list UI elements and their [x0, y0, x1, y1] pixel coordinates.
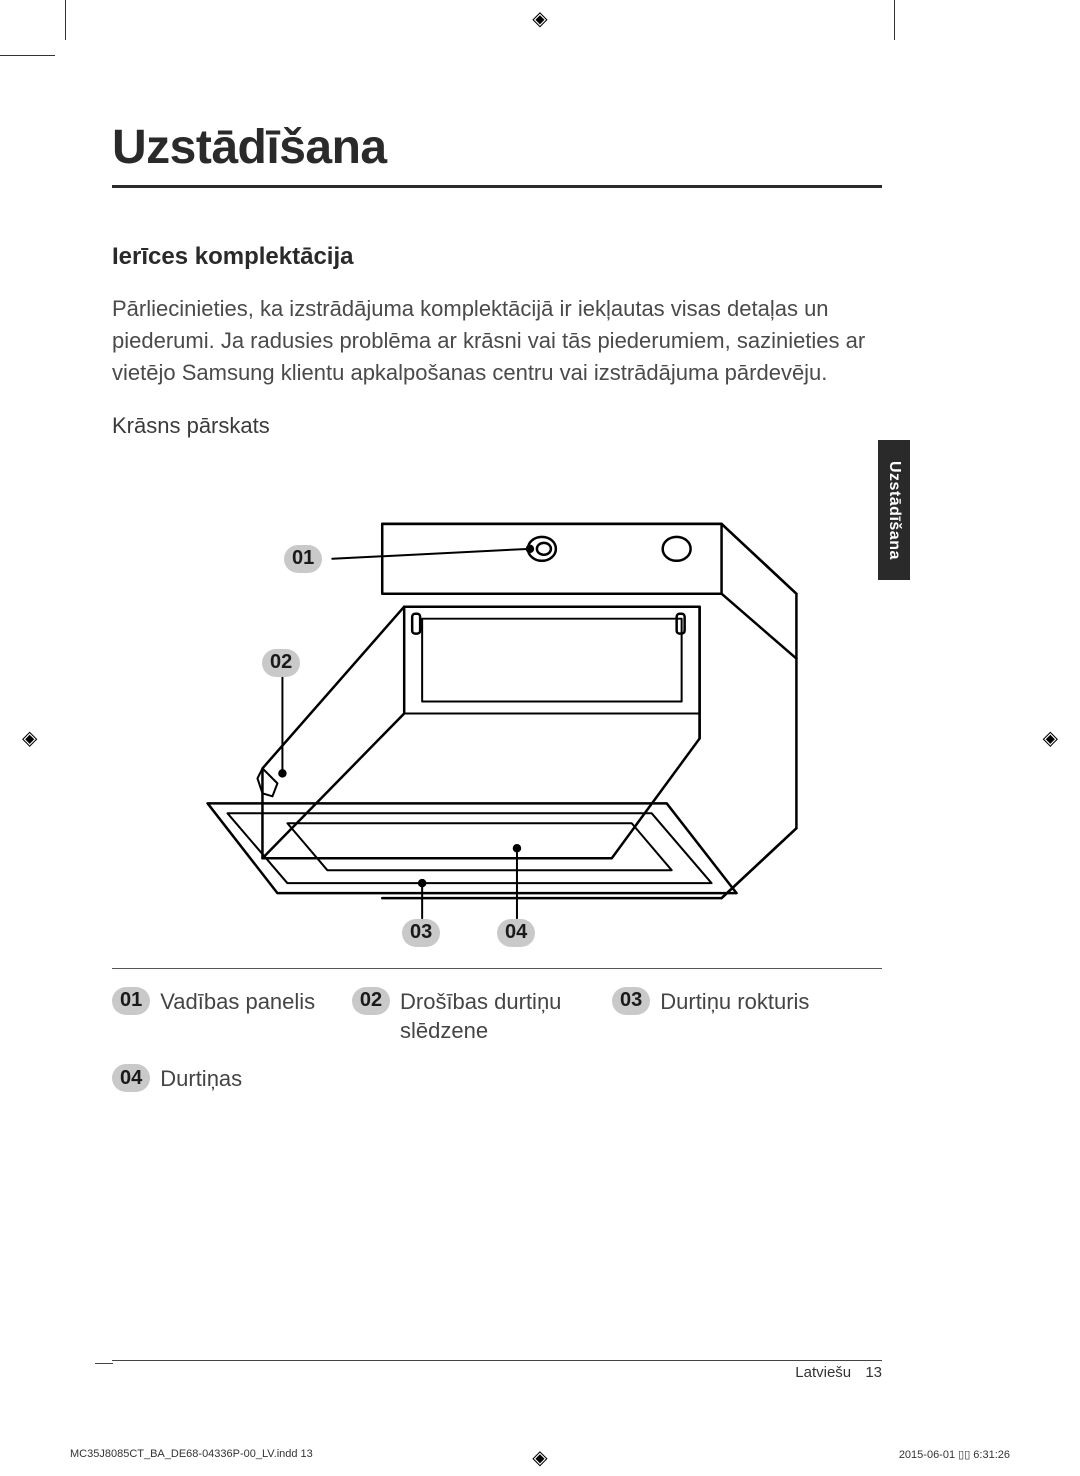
footer-lang: Latviešu [795, 1364, 851, 1381]
legend-label: Vadības panelis [160, 987, 315, 1017]
section-subtitle: Ierīces komplektācija [112, 243, 882, 271]
print-slug: MC35J8085CT_BA_DE68-04336P-00_LV.indd 13… [70, 1448, 1010, 1461]
print-timestamp: 2015-06-01 ▯▯ 6:31:26 [899, 1448, 1010, 1461]
legend-num: 03 [612, 987, 650, 1015]
side-tab: Uzstādīšana [878, 440, 910, 580]
registration-mark-icon: ◈ [532, 6, 547, 31]
legend-label: Drošības durtiņu slēdzene [400, 987, 612, 1046]
subheading: Krāsns pārskats [112, 413, 882, 439]
legend-label: Durtiņas [160, 1064, 242, 1094]
footer-page-num: 13 [865, 1364, 882, 1381]
legend: 01 Vadības panelis 02 Drošības durtiņu s… [112, 987, 882, 1112]
legend-num: 04 [112, 1064, 150, 1092]
page-content: Uzstādīšana Ierīces komplektācija Pārlie… [112, 120, 882, 1112]
crop-mark [65, 0, 66, 40]
body-paragraph: Pārliecinieties, ka izstrādājuma komplek… [112, 293, 882, 389]
callout-02: 02 [262, 649, 300, 677]
legend-label: Durtiņu rokturis [660, 987, 809, 1017]
oven-illustration [112, 459, 882, 968]
legend-item: 04 Durtiņas [112, 1064, 352, 1094]
footer-tick [95, 1363, 113, 1364]
registration-mark-icon: ◈ [1043, 726, 1058, 751]
indd-filename: MC35J8085CT_BA_DE68-04336P-00_LV.indd 13 [70, 1448, 313, 1461]
crop-mark [894, 0, 895, 40]
legend-item: 02 Drošības durtiņu slēdzene [352, 987, 612, 1046]
footer-rule [112, 1360, 882, 1361]
page-title: Uzstādīšana [112, 120, 882, 188]
legend-item: 03 Durtiņu rokturis [612, 987, 872, 1046]
legend-num: 01 [112, 987, 150, 1015]
legend-item: 01 Vadības panelis [112, 987, 352, 1046]
callout-03: 03 [402, 919, 440, 947]
legend-num: 02 [352, 987, 390, 1015]
oven-diagram: 01 02 03 04 [112, 459, 882, 969]
crop-mark [0, 55, 55, 56]
callout-01: 01 [284, 545, 322, 573]
footer-text: Latviešu 13 [795, 1364, 882, 1381]
callout-04: 04 [497, 919, 535, 947]
registration-mark-icon: ◈ [22, 726, 37, 751]
